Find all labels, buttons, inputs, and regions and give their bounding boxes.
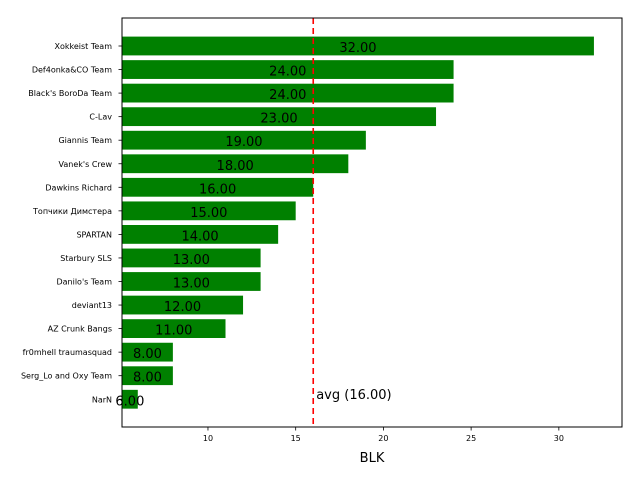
data-label: 8.00 xyxy=(133,347,162,362)
average-layer: avg (16.00) xyxy=(312,18,392,427)
y-tick-label: NarN xyxy=(92,395,112,404)
y-tick-label: fr0mhell traumasquad xyxy=(23,348,112,357)
y-tick-label: Black's BoroDa Team xyxy=(28,89,112,98)
bar xyxy=(122,130,366,150)
y-tick-label: deviant13 xyxy=(72,301,112,310)
bar xyxy=(122,154,349,174)
bar xyxy=(122,366,173,386)
y-axis-ticks: Xokkeist Team Def4onka&CO Team Black's Bor… xyxy=(21,42,122,404)
x-tick-label: 30 xyxy=(554,434,564,443)
data-label: 19.00 xyxy=(225,135,262,150)
bar xyxy=(122,342,173,362)
y-tick-label: Xokkeist Team xyxy=(55,42,113,51)
data-label: 13.00 xyxy=(173,277,210,292)
data-label: 12.00 xyxy=(164,300,201,315)
data-label: 14.00 xyxy=(181,229,218,244)
bar xyxy=(122,36,594,56)
y-tick-label: Starbury SLS xyxy=(60,254,112,263)
bar xyxy=(122,60,454,79)
data-label: 23.00 xyxy=(260,112,297,127)
x-tick-label: 15 xyxy=(291,434,301,443)
data-label: 24.00 xyxy=(269,88,306,103)
y-tick-label: C-Lav xyxy=(89,113,112,122)
bar xyxy=(122,248,261,268)
data-label: 18.00 xyxy=(217,159,254,174)
data-label: 16.00 xyxy=(199,182,236,197)
data-label: 24.00 xyxy=(269,65,306,80)
bar xyxy=(122,389,138,409)
data-label: 13.00 xyxy=(173,253,210,268)
data-label: 15.00 xyxy=(190,206,227,221)
bar xyxy=(122,295,244,315)
y-tick-label: Vanek's Crew xyxy=(59,160,113,169)
bar xyxy=(122,107,437,127)
data-label: 8.00 xyxy=(133,371,162,386)
data-label: 6.00 xyxy=(115,394,144,409)
y-tick-label: Def4onka&CO Team xyxy=(32,66,112,75)
x-axis-label: BLK xyxy=(360,451,385,466)
value-labels-layer: 32.00 24.00 24.00 23.00 19.00 18.00 16.00 15.00… xyxy=(115,41,376,409)
y-tick-label: Топчики Димстера xyxy=(32,207,112,216)
average-label: avg (16.00) xyxy=(316,388,391,403)
y-tick-label: SPARTAN xyxy=(76,230,112,239)
x-tick-label: 25 xyxy=(466,434,476,443)
bar xyxy=(122,83,454,103)
y-tick-label: AZ Crunk Bangs xyxy=(48,325,112,334)
plot-frame xyxy=(121,17,623,428)
bars-layer xyxy=(122,36,594,409)
data-label: 11.00 xyxy=(155,324,192,339)
y-tick-label: Giannis Team xyxy=(58,136,112,145)
y-tick-label: Danilo's Team xyxy=(56,278,112,287)
y-tick-label: Serg_Lo and Oxy Team xyxy=(21,372,112,381)
x-tick-label: 20 xyxy=(378,434,388,443)
data-label: 32.00 xyxy=(339,41,376,56)
bar xyxy=(122,319,226,338)
x-axis-ticks: 10 15 20 25 30 xyxy=(203,427,564,443)
bar xyxy=(122,201,296,221)
bar xyxy=(122,177,314,197)
x-tick-label: 10 xyxy=(203,434,213,443)
bar xyxy=(122,272,261,291)
y-tick-label: Dawkins Richard xyxy=(45,183,112,192)
bar xyxy=(122,225,279,244)
